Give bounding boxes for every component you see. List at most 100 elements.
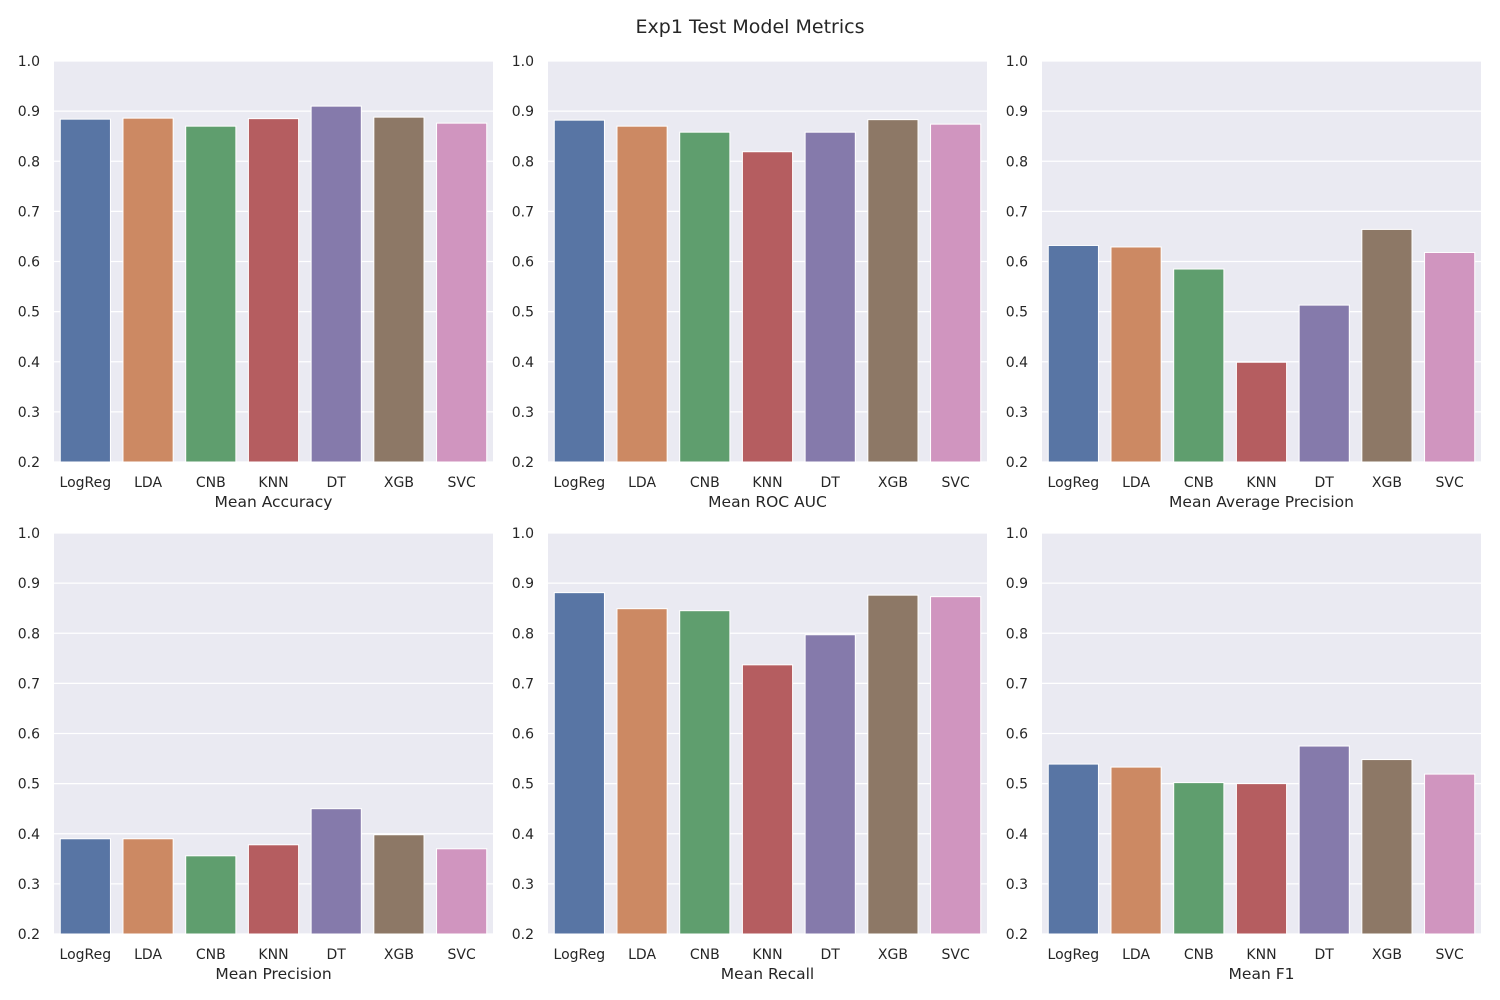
- y-tick-label: 0.9: [18, 576, 40, 592]
- y-tick-label: 1.0: [1006, 54, 1028, 70]
- y-tick-label: 0.5: [512, 777, 534, 793]
- x-tick-label: LogReg: [60, 475, 112, 491]
- chart-panel-2: 0.2 0.3 0.4 0.5 0.6 0.7 0.8 0.9 1.0 LogReg LDA CNB K…: [512, 54, 987, 511]
- x-tick-label: LDA: [628, 475, 656, 491]
- y-tick-label: 0.2: [1006, 927, 1028, 943]
- x-tick-label: XGB: [1372, 475, 1402, 491]
- y-tick-label: 0.5: [1006, 305, 1028, 321]
- x-tick-label: XGB: [384, 475, 414, 491]
- x-tick-label: CNB: [690, 475, 720, 491]
- y-tick-label: 0.4: [512, 827, 534, 843]
- y-tick-label: 0.4: [18, 827, 40, 843]
- bar-logreg: [553, 119, 605, 463]
- y-tick-label: 0.9: [18, 104, 40, 120]
- y-tick-label: 0.8: [18, 626, 40, 642]
- bar-knn: [741, 664, 794, 935]
- x-tick-label: DT: [821, 947, 841, 963]
- x-tick-label: KNN: [1246, 475, 1276, 491]
- y-tick-label: 0.8: [512, 154, 534, 170]
- x-tick-label: KNN: [1246, 947, 1276, 963]
- x-tick-label: KNN: [752, 947, 782, 963]
- y-tick-label: 0.5: [1006, 777, 1028, 793]
- y-tick-label: 0.2: [18, 927, 40, 943]
- bar-logreg: [1047, 244, 1099, 463]
- y-tick-label: 0.6: [18, 255, 40, 271]
- bar-logreg: [1047, 763, 1099, 935]
- x-tick-label: CNB: [196, 947, 226, 963]
- x-tick-label: LogReg: [554, 475, 606, 491]
- bar-dt: [1298, 745, 1350, 935]
- bar-dt: [1298, 304, 1350, 463]
- y-tick-label: 0.9: [1006, 104, 1028, 120]
- y-tick-label: 0.9: [512, 576, 534, 592]
- y-tick-label: 0.5: [18, 305, 40, 321]
- bar-xgb: [867, 594, 919, 935]
- y-tick-label: 0.6: [512, 255, 534, 271]
- x-tick-label: XGB: [384, 947, 414, 963]
- chart-panel-4: 0.2 0.3 0.4 0.5 0.6 0.7 0.8 0.9 1.0 LogReg LDA CNB K…: [18, 526, 493, 983]
- bar-svc: [930, 596, 982, 935]
- x-tick-label: SVC: [1436, 475, 1464, 491]
- y-tick-label: 0.6: [1006, 727, 1028, 743]
- x-tick-label: LDA: [1122, 947, 1150, 963]
- y-tick-label: 1.0: [512, 54, 534, 70]
- y-tick-label: 0.4: [1006, 827, 1028, 843]
- x-tick-label: CNB: [196, 475, 226, 491]
- x-tick-label: DT: [1315, 475, 1335, 491]
- bar-knn: [1235, 783, 1288, 935]
- y-tick-label: 0.5: [18, 777, 40, 793]
- bar-xgb: [1361, 228, 1413, 463]
- y-tick-label: 0.2: [512, 927, 534, 943]
- x-tick-label: KNN: [752, 475, 782, 491]
- bar-xgb: [867, 119, 919, 463]
- x-tick-label: LogReg: [60, 947, 112, 963]
- y-tick-label: 0.7: [512, 204, 534, 220]
- y-tick-label: 0.2: [512, 455, 534, 471]
- y-tick-label: 1.0: [1006, 526, 1028, 542]
- y-tick-label: 0.7: [1006, 676, 1028, 692]
- x-axis-label: Mean F1: [1229, 965, 1295, 983]
- x-tick-label: LogReg: [1048, 475, 1100, 491]
- y-tick-label: 0.2: [18, 455, 40, 471]
- x-tick-label: KNN: [258, 475, 288, 491]
- bar-cnb: [679, 131, 731, 463]
- y-tick-label: 0.8: [512, 626, 534, 642]
- x-tick-label: DT: [327, 475, 347, 491]
- y-tick-label: 0.3: [1006, 877, 1028, 893]
- bar-xgb: [373, 834, 425, 935]
- chart-panel-1: 0.2 0.3 0.4 0.5 0.6 0.7 0.8 0.9 1.0 LogReg LDA CNB K…: [18, 54, 493, 511]
- bar-cnb: [1173, 268, 1225, 463]
- x-tick-label: SVC: [942, 475, 970, 491]
- y-tick-label: 1.0: [512, 526, 534, 542]
- x-tick-label: XGB: [878, 475, 908, 491]
- bar-dt: [310, 105, 362, 463]
- y-tick-label: 0.7: [1006, 204, 1028, 220]
- bar-knn: [247, 118, 300, 463]
- bar-svc: [1424, 773, 1476, 935]
- x-tick-label: DT: [821, 475, 841, 491]
- x-tick-label: DT: [1315, 947, 1335, 963]
- x-tick-label: LogReg: [1048, 947, 1100, 963]
- bar-cnb: [679, 610, 731, 935]
- x-tick-label: XGB: [878, 947, 908, 963]
- bar-lda: [1110, 246, 1162, 463]
- x-tick-label: DT: [327, 947, 347, 963]
- y-tick-label: 1.0: [18, 526, 40, 542]
- bar-svc: [930, 123, 982, 463]
- y-tick-label: 0.3: [512, 405, 534, 421]
- y-tick-label: 0.7: [512, 676, 534, 692]
- bar-lda: [616, 125, 668, 463]
- y-tick-label: 0.9: [1006, 576, 1028, 592]
- bar-dt: [804, 131, 856, 463]
- bar-knn: [1235, 361, 1288, 463]
- x-tick-label: XGB: [1372, 947, 1402, 963]
- bar-dt: [804, 634, 856, 935]
- bar-lda: [1110, 766, 1162, 935]
- x-tick-label: CNB: [1184, 947, 1214, 963]
- y-tick-label: 0.6: [1006, 255, 1028, 271]
- y-tick-label: 0.8: [1006, 154, 1028, 170]
- bar-logreg: [59, 838, 111, 935]
- y-tick-label: 0.4: [18, 355, 40, 371]
- x-axis-label: Mean Average Precision: [1169, 493, 1354, 511]
